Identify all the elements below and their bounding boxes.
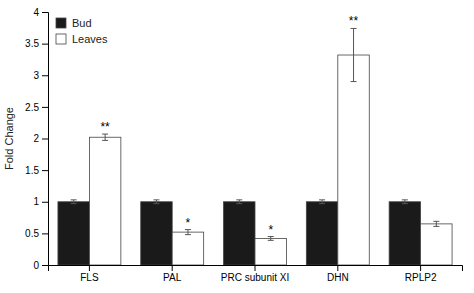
error-bar	[153, 200, 159, 204]
tick-label: PRC subunit XI	[221, 272, 289, 283]
legend-swatch	[56, 18, 66, 28]
tick-label: 2.5	[25, 102, 39, 113]
error-bar	[268, 237, 274, 241]
tick: 3.5	[25, 38, 48, 49]
tick-mark	[42, 170, 48, 171]
tick-label: 3.5	[25, 38, 39, 49]
tick: 2	[33, 133, 48, 144]
tick: 3	[33, 70, 48, 81]
chart: 0 0.5 1 1.5 2 2.5 3 3.5 4 FLS PAL PRC subunit XI DHN…	[0, 0, 474, 293]
legend-swatch	[56, 34, 66, 44]
annotations: ******	[100, 14, 358, 236]
bar	[255, 238, 286, 265]
bar	[389, 202, 420, 265]
error-bar	[402, 200, 408, 204]
tick: FLS	[80, 265, 99, 283]
legend-label: Bud	[72, 17, 92, 29]
bar	[172, 232, 203, 265]
x-axis: FLS PAL PRC subunit XI DHN RPLP2	[49, 265, 463, 283]
axis-line	[42, 13, 49, 266]
legend-label: Leaves	[72, 33, 108, 45]
bar	[141, 202, 172, 265]
tick-mark	[42, 139, 48, 140]
tick-mark	[42, 12, 48, 13]
legend-entry: Bud	[56, 17, 92, 29]
tick-label: 1	[33, 196, 39, 207]
tick-label: PAL	[163, 272, 182, 283]
series	[89, 28, 452, 265]
error-bar	[351, 28, 357, 81]
tick: 1.5	[25, 165, 48, 176]
bar	[224, 202, 255, 265]
tick-label: RPLP2	[405, 272, 437, 283]
significance-label: *	[186, 216, 191, 230]
significance-label: **	[349, 14, 359, 28]
tick-label: 4	[33, 7, 39, 18]
error-bar	[71, 200, 77, 204]
tick-label: 0.5	[25, 228, 39, 239]
error-bar	[236, 200, 242, 204]
tick-mark	[42, 44, 48, 45]
tick-mark	[255, 265, 256, 271]
error-bar	[185, 230, 191, 235]
error-bar	[319, 200, 325, 204]
bar	[338, 55, 369, 265]
legend: Bud Leaves	[56, 17, 108, 45]
tick-label: 0	[33, 260, 39, 271]
tick: DHN	[327, 265, 349, 283]
tick-mark	[337, 265, 338, 271]
tick: 1	[33, 196, 48, 207]
tick-mark	[42, 75, 48, 76]
tick-mark	[172, 265, 173, 271]
tick-mark	[89, 265, 90, 271]
bar	[89, 137, 120, 265]
tick-label: 2	[33, 133, 39, 144]
tick: PAL	[163, 265, 182, 283]
tick: 4	[33, 7, 48, 18]
tick-label: 1.5	[25, 165, 39, 176]
axis-line	[49, 266, 463, 272]
error-bar	[102, 134, 108, 140]
significance-label: **	[100, 120, 110, 134]
tick-label: 3	[33, 70, 39, 81]
bar	[58, 202, 89, 265]
tick-mark	[420, 265, 421, 271]
tick: 2.5	[25, 102, 48, 113]
tick-mark	[42, 107, 48, 108]
error-bar	[433, 221, 439, 226]
plot: 0 0.5 1 1.5 2 2.5 3 3.5 4 FLS PAL PRC subunit XI DHN…	[25, 7, 462, 283]
y-axis: 0 0.5 1 1.5 2 2.5 3 3.5 4	[25, 7, 48, 271]
tick-mark	[42, 233, 48, 234]
bar	[421, 224, 452, 265]
tick: 0.5	[25, 228, 48, 239]
tick: RPLP2	[405, 265, 437, 283]
marks	[58, 28, 452, 265]
y-label: Fold Change	[3, 107, 15, 170]
tick-label: FLS	[80, 272, 99, 283]
legend-entry: Leaves	[56, 33, 108, 45]
tick: PRC subunit XI	[221, 265, 289, 283]
bar	[306, 202, 337, 265]
tick: 0	[33, 260, 48, 271]
significance-label: *	[268, 223, 273, 237]
tick-mark	[42, 202, 48, 203]
tick-mark	[42, 265, 48, 266]
tick-label: DHN	[327, 272, 349, 283]
